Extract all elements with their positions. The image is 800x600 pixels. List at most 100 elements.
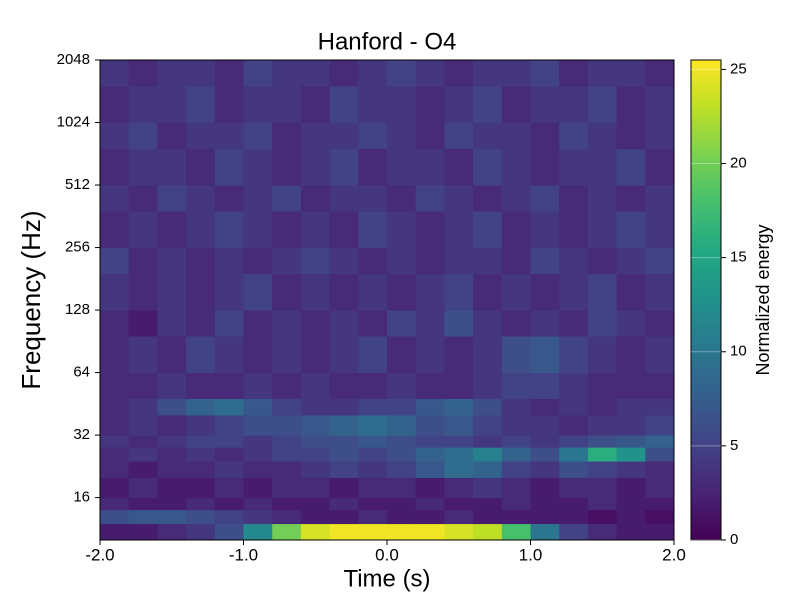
- heatmap-cell: [243, 477, 273, 499]
- heatmap-cell: [387, 60, 417, 87]
- heatmap-cell: [358, 185, 388, 212]
- heatmap-cell: [473, 414, 503, 436]
- heatmap-cell: [128, 85, 158, 124]
- heatmap-cell: [530, 273, 560, 311]
- heatmap-cell: [329, 398, 359, 416]
- heatmap-cell: [157, 148, 187, 186]
- heatmap-cell: [645, 148, 675, 186]
- heatmap-cell: [214, 509, 244, 525]
- heatmap-cell: [243, 85, 273, 124]
- heatmap-cell: [645, 60, 675, 87]
- heatmap-cell: [501, 372, 531, 400]
- heatmap-cell: [559, 461, 589, 478]
- heatmap-cell: [358, 477, 388, 499]
- heatmap-cell: [214, 497, 244, 511]
- heatmap-cell: [645, 310, 675, 337]
- heatmap-cell: [645, 122, 675, 149]
- heatmap-cell: [358, 273, 388, 311]
- heatmap-cell: [616, 247, 646, 274]
- heatmap-cell: [157, 497, 187, 511]
- heatmap-cell: [243, 310, 273, 337]
- heatmap-cell: [358, 447, 388, 462]
- y-tick-label: 64: [73, 364, 90, 381]
- heatmap-cell: [358, 85, 388, 124]
- heatmap-cell: [616, 273, 646, 311]
- heatmap-cell: [157, 210, 187, 249]
- heatmap-cell: [473, 336, 503, 374]
- heatmap-cell: [559, 336, 589, 374]
- y-tick-label: 256: [65, 239, 90, 256]
- heatmap-cell: [473, 60, 503, 87]
- heatmap-cell: [530, 336, 560, 374]
- heatmap-cell: [616, 372, 646, 400]
- heatmap-cell: [157, 247, 187, 274]
- heatmap-cell: [415, 148, 445, 186]
- heatmap-cell: [501, 435, 531, 448]
- heatmap-cell: [645, 398, 675, 416]
- heatmap-cell: [272, 398, 302, 416]
- heatmap-cell: [587, 509, 618, 525]
- heatmap-cell: [186, 477, 216, 499]
- heatmap-cell: [100, 336, 130, 374]
- heatmap-cell: [186, 247, 216, 274]
- heatmap-cell: [300, 247, 331, 274]
- heatmap-cell: [473, 122, 503, 149]
- y-tick-label: 128: [65, 301, 90, 318]
- heatmap-cell: [358, 398, 388, 416]
- heatmap-cell: [473, 148, 503, 186]
- heatmap-cell: [616, 148, 646, 186]
- heatmap-cell: [501, 336, 531, 374]
- heatmap-cell: [214, 122, 244, 149]
- heatmap-cell: [186, 497, 216, 511]
- heatmap-cell: [272, 185, 302, 212]
- heatmap-cell: [300, 414, 331, 436]
- heatmap-cell: [473, 523, 503, 541]
- heatmap-cell: [473, 372, 503, 400]
- heatmap-cell: [157, 372, 187, 400]
- heatmap-cell: [272, 148, 302, 186]
- heatmap-cell: [587, 310, 618, 337]
- heatmap-cell: [530, 185, 560, 212]
- heatmap-cell: [645, 336, 675, 374]
- heatmap-cell: [272, 414, 302, 436]
- heatmap-cell: [444, 372, 474, 400]
- heatmap-cell: [157, 185, 187, 212]
- heatmap-cell: [559, 447, 589, 462]
- heatmap-cell: [157, 461, 187, 478]
- heatmap-cell: [645, 461, 675, 478]
- heatmap-cell: [243, 210, 273, 249]
- heatmap-cell: [501, 497, 531, 511]
- heatmap-cell: [358, 122, 388, 149]
- heatmap-cell: [186, 60, 216, 87]
- heatmap-cell: [100, 435, 130, 448]
- heatmap-cell: [444, 414, 474, 436]
- heatmap-cell: [100, 273, 130, 311]
- heatmap-cell: [587, 210, 618, 249]
- heatmap-cell: [214, 447, 244, 462]
- heatmap-cell: [128, 210, 158, 249]
- heatmap-cell: [243, 461, 273, 478]
- heatmap-cell: [272, 509, 302, 525]
- heatmap-cell: [214, 477, 244, 499]
- heatmap-cell: [300, 523, 331, 541]
- heatmap-cell: [559, 185, 589, 212]
- heatmap-cell: [444, 497, 474, 511]
- heatmap-cell: [559, 148, 589, 186]
- colorbar-tick-label: 0: [730, 531, 738, 548]
- heatmap-cell: [157, 122, 187, 149]
- heatmap-cell: [444, 461, 474, 478]
- heatmap-cell: [559, 398, 589, 416]
- heatmap-cell: [329, 60, 359, 87]
- heatmap-cell: [243, 509, 273, 525]
- heatmap-cell: [473, 461, 503, 478]
- y-tick-label: 16: [73, 489, 90, 506]
- heatmap-cell: [300, 435, 331, 448]
- heatmap-cell: [587, 477, 618, 499]
- heatmap-cell: [186, 336, 216, 374]
- heatmap-cell: [128, 398, 158, 416]
- heatmap-cell: [329, 435, 359, 448]
- heatmap-cell: [387, 509, 417, 525]
- heatmap-cell: [157, 523, 187, 541]
- heatmap-cell: [616, 398, 646, 416]
- heatmap-cell: [272, 60, 302, 87]
